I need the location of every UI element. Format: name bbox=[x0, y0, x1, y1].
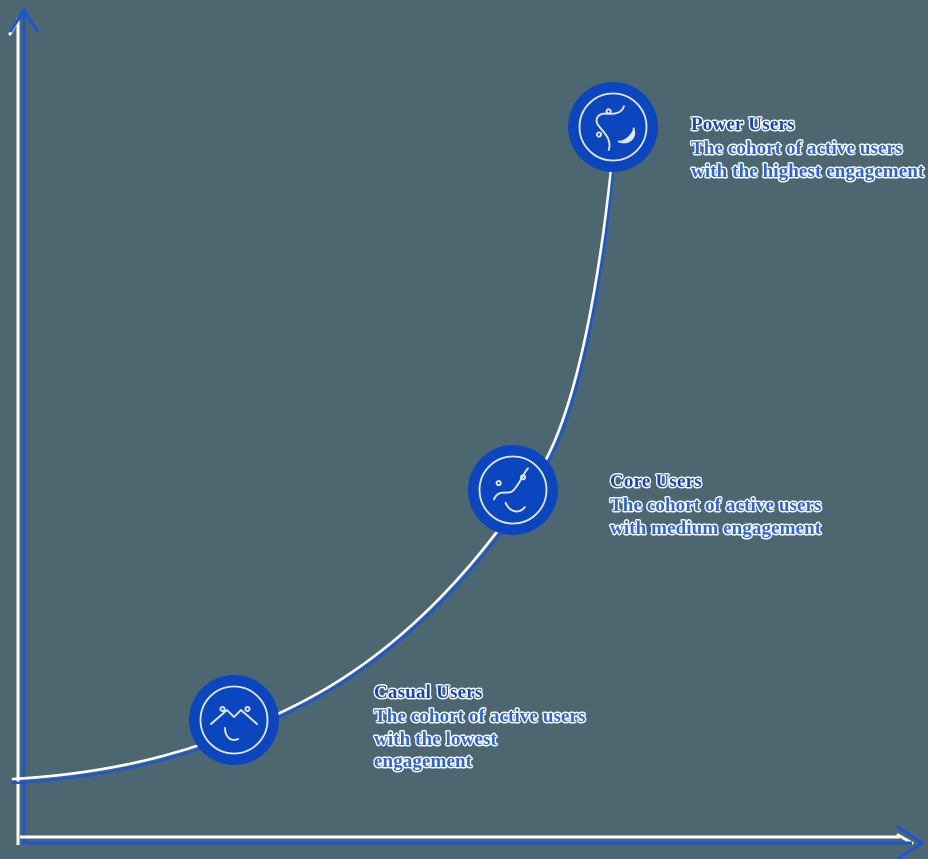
vertical-axis-arrow-icon bbox=[9, 8, 39, 33]
axes-group bbox=[8, 8, 924, 859]
callout-power-users: Power Users The cohort of active users w… bbox=[691, 114, 928, 183]
callout-power-users-description: The cohort of active users with the high… bbox=[691, 138, 925, 182]
core-users-inner-ring bbox=[478, 455, 548, 525]
callout-casual-users-description: The cohort of active users with the lowe… bbox=[374, 706, 586, 773]
callout-casual-users-title: Casual Users bbox=[374, 682, 483, 703]
face-lowest-engagement-icon bbox=[210, 705, 258, 741]
callout-core-users: Core Users The cohort of active users wi… bbox=[610, 471, 832, 540]
face-highest-engagement-icon bbox=[595, 105, 636, 151]
power-users-marker-circle[interactable] bbox=[568, 82, 658, 172]
callout-casual-users: Casual Users The cohort of active users … bbox=[374, 682, 592, 774]
face-medium-engagement-icon bbox=[493, 467, 529, 513]
callout-core-users-description: The cohort of active users with medium e… bbox=[610, 495, 822, 539]
engagement-curve-line bbox=[11, 170, 615, 785]
callout-core-users-title: Core Users bbox=[610, 471, 702, 492]
horizontal-axis-arrow-icon bbox=[896, 825, 924, 859]
engagement-curve-highlight bbox=[11, 168, 613, 781]
casual-users-marker[interactable] bbox=[189, 675, 279, 765]
casual-users-marker-circle[interactable] bbox=[189, 675, 279, 765]
engagement-curve-group bbox=[11, 168, 615, 785]
power-users-marker[interactable] bbox=[568, 82, 658, 172]
core-users-marker[interactable] bbox=[468, 445, 558, 535]
casual-users-inner-ring bbox=[199, 685, 269, 755]
power-users-inner-ring bbox=[578, 92, 648, 162]
callout-power-users-title: Power Users bbox=[691, 114, 795, 135]
